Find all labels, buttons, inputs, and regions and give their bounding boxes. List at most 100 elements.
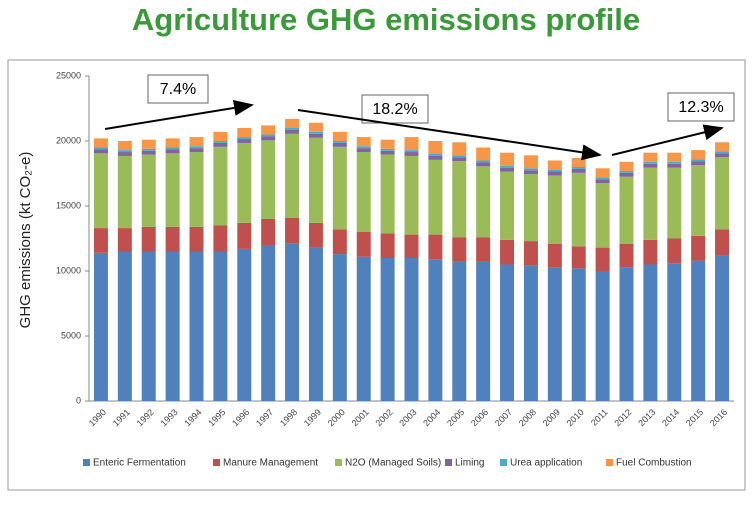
chart-title: Agriculture GHG emissions profile	[132, 2, 640, 37]
bar-segment	[93, 153, 108, 229]
bar-segment	[356, 152, 371, 232]
bar-segment	[404, 150, 419, 153]
bar-segment	[619, 176, 634, 244]
bar-segment	[117, 150, 132, 153]
bar-segment	[189, 148, 204, 153]
legend-label: N2O (Managed Soils)	[345, 458, 441, 469]
x-tick-label: 2016	[708, 407, 729, 428]
bar-segment	[237, 222, 252, 249]
bar-segment	[595, 271, 610, 401]
x-tick-label: 1993	[158, 407, 179, 428]
bar-segment	[141, 150, 156, 155]
bar-segment	[285, 128, 300, 130]
bar-segment	[308, 133, 323, 138]
bar-segment	[261, 140, 276, 219]
bar-segment	[356, 232, 371, 257]
bar-segment	[332, 131, 347, 141]
bar-segment	[428, 234, 443, 260]
x-tick-label: 2005	[445, 407, 466, 428]
bar-segment	[308, 122, 323, 132]
bar-segment	[715, 255, 730, 401]
legend-label: Fuel Combustion	[616, 458, 692, 469]
bar-segment	[93, 138, 108, 148]
bar-segment	[404, 155, 419, 235]
bar-segment	[141, 148, 156, 151]
legend-marker	[335, 459, 342, 466]
legend-marker	[500, 459, 507, 466]
bar-segment	[404, 234, 419, 258]
bar-segment	[189, 152, 204, 227]
bar-segment	[571, 268, 586, 401]
bar-segment	[476, 237, 491, 262]
y-tick-label: 25000	[56, 70, 81, 80]
legend-label: Urea application	[510, 458, 582, 469]
bar-segment	[141, 226, 156, 252]
bar-segment	[261, 125, 276, 135]
bar-segment	[380, 233, 395, 258]
annotation-box	[147, 74, 209, 104]
bar-segment	[308, 222, 323, 248]
bar-segment	[667, 163, 682, 168]
y-tick-label: 0	[76, 395, 81, 405]
bar-segment	[595, 183, 610, 248]
bar-segment	[715, 142, 730, 152]
bar-segment	[691, 150, 706, 160]
annotation: 18.2%	[372, 101, 417, 118]
chart-frame	[7, 59, 746, 491]
bar-segment	[213, 251, 228, 401]
bar-segment	[404, 258, 419, 401]
bar-segment	[380, 150, 395, 155]
bar-segment	[93, 228, 108, 253]
bar-segment	[547, 243, 562, 268]
bar-segment	[715, 229, 730, 256]
bar-segment	[428, 155, 443, 160]
bar-segment	[500, 167, 515, 172]
bar-segment	[237, 137, 252, 140]
x-tick-label: 1992	[135, 407, 156, 428]
bar-segment	[643, 264, 658, 401]
x-tick-label: 2000	[326, 407, 347, 428]
bar-segment	[667, 167, 682, 239]
bar-segment	[643, 163, 658, 168]
trend-arrow	[297, 109, 602, 161]
bar-segment	[356, 146, 371, 149]
annotations: 7.4% 18.2% 12.3%	[104, 74, 735, 161]
bar-segment	[285, 243, 300, 401]
bar-segment	[356, 148, 371, 153]
x-tick-label: 2001	[350, 407, 371, 428]
bar-segment	[237, 142, 252, 223]
bar-segment	[571, 168, 586, 173]
bar-segment	[285, 129, 300, 134]
x-tick-label: 2002	[373, 407, 394, 428]
bar-segment	[476, 162, 491, 167]
x-tick-label: 1998	[278, 407, 299, 428]
legend-marker	[213, 459, 220, 466]
bar-segment	[667, 152, 682, 162]
bar-segment	[452, 237, 467, 262]
bar-segment	[715, 153, 730, 158]
bar-segment	[308, 247, 323, 401]
legend-label: Liming	[455, 458, 484, 469]
bar-segment	[332, 229, 347, 255]
bar-segment	[356, 137, 371, 147]
bar-segment	[189, 251, 204, 401]
bar-segment	[308, 131, 323, 134]
x-tick-label: 1999	[302, 407, 323, 428]
bar-segment	[523, 174, 538, 242]
bar-segment	[571, 157, 586, 167]
bar-segment	[189, 137, 204, 147]
bar-segment	[643, 152, 658, 162]
x-tick-label: 2006	[469, 407, 490, 428]
bar-segment	[500, 239, 515, 265]
bar-segment	[595, 168, 610, 178]
bar-segment	[261, 136, 276, 141]
bar-segment	[237, 128, 252, 138]
x-tick-label: 2014	[660, 407, 681, 428]
bar-segment	[117, 141, 132, 151]
bar-segment	[619, 243, 634, 268]
legend-label: Manure Management	[223, 458, 318, 469]
bar-segment	[500, 171, 515, 240]
bar-segment	[523, 168, 538, 171]
bar-segment	[141, 139, 156, 149]
